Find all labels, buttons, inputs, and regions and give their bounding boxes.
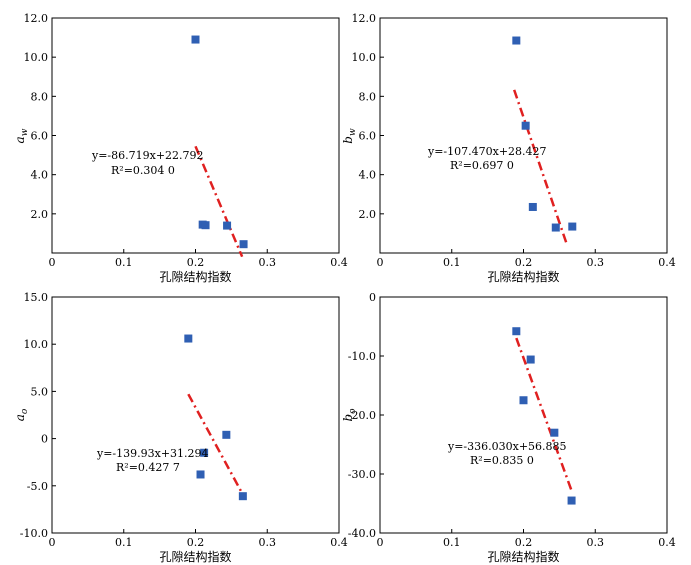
y-axis-label-main: a <box>13 136 27 143</box>
chart-panel-3: 0 0.1 0.2 0.3 0.4 -10.0 -5.0 0 5.0 10.0 15.0 孔隙结构指数… <box>13 291 348 564</box>
r-squared-label: R²=0.697 0 <box>450 159 514 172</box>
plot-frame <box>379 296 668 534</box>
y-axis-label: aw <box>13 128 30 143</box>
data-point <box>551 223 560 232</box>
data-point <box>567 496 576 505</box>
x-tick-label: 0 <box>377 536 384 549</box>
y-tick-label: 10.0 <box>24 338 49 351</box>
y-tick-label: 0 <box>369 291 376 304</box>
chart-panel-4: 0 0.1 0.2 0.3 0.4 -40.0 -30.0 -20.0 -10.0 0 孔隙结构指数… <box>341 291 676 564</box>
x-tick-label: 0.2 <box>515 256 533 269</box>
y-axis-label: ao <box>13 408 30 421</box>
x-axis-label: 孔隙结构指数 <box>159 549 231 564</box>
y-tick-label: 8.0 <box>31 90 49 103</box>
x-axis-label: 孔隙结构指数 <box>487 269 559 284</box>
data-point <box>512 327 521 336</box>
data-point <box>184 334 193 343</box>
fit-equation: y=-336.030x+56.885 <box>447 440 567 453</box>
y-tick-label: 10.0 <box>24 51 49 64</box>
r-squared-label: R²=0.427 7 <box>116 461 180 474</box>
data-point <box>512 36 521 45</box>
x-tick-label: 0.4 <box>658 536 676 549</box>
x-tick-label: 0 <box>377 256 384 269</box>
fit-line <box>512 89 568 244</box>
y-tick-label: 10.0 <box>352 51 377 64</box>
chart-panel-2: 0 0.1 0.2 0.3 0.4 2.0 4.0 6.0 8.0 10.0 12.0 孔隙结构指数 b… <box>341 12 676 284</box>
plot-frame <box>51 296 340 534</box>
y-tick-label: 4.0 <box>31 169 49 182</box>
x-tick-label: 0 <box>49 536 56 549</box>
y-tick-label: 4.0 <box>359 169 377 182</box>
data-point <box>528 202 537 211</box>
y-axis-label-main: a <box>13 414 27 421</box>
data-point <box>568 222 577 231</box>
y-axis-label-main: b <box>341 414 355 422</box>
x-tick-label: 0.1 <box>115 536 133 549</box>
fit-line <box>187 393 246 498</box>
y-tick-label: -40.0 <box>348 527 376 540</box>
data-point <box>239 240 248 249</box>
x-tick-label: 0.1 <box>443 536 461 549</box>
fit-line <box>194 145 244 258</box>
y-tick-label: 6.0 <box>359 130 377 143</box>
y-tick-label: -20.0 <box>348 409 376 422</box>
y-tick-label: 8.0 <box>359 90 377 103</box>
x-tick-label: 0.4 <box>658 256 676 269</box>
x-tick-label: 0.1 <box>443 256 461 269</box>
fit-equation: y=-86.719x+22.792 <box>91 149 204 162</box>
r-squared-label: R²=0.304 0 <box>111 164 175 177</box>
data-point <box>191 35 200 44</box>
plot-frame <box>51 17 340 254</box>
data-point <box>201 221 210 230</box>
data-point <box>550 428 559 437</box>
x-tick-label: 0.3 <box>587 256 605 269</box>
data-point <box>519 396 528 405</box>
y-axis-label-subscript: w <box>20 128 30 136</box>
data-point <box>526 355 535 364</box>
y-tick-label: -30.0 <box>348 468 376 481</box>
data-point <box>521 121 530 130</box>
x-tick-label: 0.4 <box>330 256 348 269</box>
y-axis-label-subscript: o <box>348 408 358 414</box>
x-tick-label: 0.2 <box>187 256 205 269</box>
x-tick-label: 0.3 <box>259 256 277 269</box>
fit-line <box>515 337 574 494</box>
x-tick-label: 0.4 <box>330 536 348 549</box>
data-point <box>200 448 209 457</box>
y-axis-label-main: b <box>341 136 355 144</box>
data-point <box>196 470 205 479</box>
x-tick-label: 0.2 <box>187 536 205 549</box>
data-point <box>222 430 231 439</box>
y-tick-label: -5.0 <box>27 480 48 493</box>
y-tick-label: 12.0 <box>24 12 49 25</box>
y-axis-label: bw <box>341 128 358 144</box>
x-tick-label: 0.3 <box>259 536 277 549</box>
x-tick-label: 0 <box>49 256 56 269</box>
fit-equation: y=-139.93x+31.294 <box>96 447 209 460</box>
x-tick-label: 0.2 <box>515 536 533 549</box>
y-tick-label: 15.0 <box>24 291 49 304</box>
x-axis-label: 孔隙结构指数 <box>159 269 231 284</box>
chart-panel-1: 0 0.1 0.2 0.3 0.4 2.0 4.0 6.0 8.0 10.0 12.0 孔隙结构指数 a… <box>13 12 348 284</box>
y-axis-label-subscript: o <box>20 408 30 414</box>
y-axis-label: bo <box>341 408 358 422</box>
y-tick-label: -10.0 <box>348 350 376 363</box>
y-tick-label: 5.0 <box>31 385 49 398</box>
plot-frame <box>379 17 668 254</box>
y-tick-label: -10.0 <box>20 527 48 540</box>
x-axis-label: 孔隙结构指数 <box>487 549 559 564</box>
y-tick-label: 6.0 <box>31 130 49 143</box>
x-tick-label: 0.3 <box>587 536 605 549</box>
r-squared-label: R²=0.835 0 <box>470 454 534 467</box>
y-axis-label-subscript: w <box>348 128 358 136</box>
y-tick-label: 12.0 <box>352 12 377 25</box>
y-tick-label: 2.0 <box>359 208 377 221</box>
data-point <box>223 221 232 230</box>
x-tick-label: 0.1 <box>115 256 133 269</box>
data-point <box>238 492 247 501</box>
fit-equation: y=-107.470x+28.427 <box>427 145 547 158</box>
y-tick-label: 0 <box>41 433 48 446</box>
y-tick-label: 2.0 <box>31 208 49 221</box>
